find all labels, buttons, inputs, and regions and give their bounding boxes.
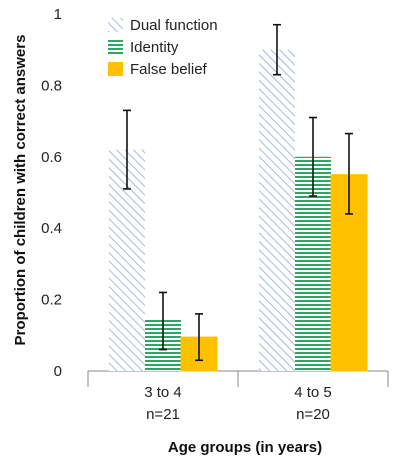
axes: 0 0.2 0.4 0.6 0.8 1 3 to 4 n=21 4 to 5 n=20 [41, 6, 389, 423]
legend-swatch [108, 40, 123, 54]
legend: Dual function Identity False belief [108, 17, 218, 78]
x-category-n-label: n=20 [296, 406, 330, 423]
legend-label: Dual function [130, 17, 218, 34]
x-axis-title: Age groups (in years) [168, 439, 322, 456]
y-tick-label: 0.2 [41, 292, 62, 309]
legend-swatch [108, 62, 123, 76]
x-category-label: 4 to 5 [294, 384, 332, 401]
y-tick-label: 1 [54, 6, 62, 23]
error-bars [123, 23, 353, 362]
y-tick-label: 0.8 [41, 77, 62, 94]
x-category-n-label: n=21 [146, 406, 180, 423]
bars [109, 49, 368, 372]
y-axis-title: Proportion of children with correct answ… [12, 35, 29, 346]
y-tick-label: 0.6 [41, 149, 62, 166]
y-tick-label: 0.4 [41, 220, 62, 237]
x-category-label: 3 to 4 [144, 384, 182, 401]
legend-label: Identity [130, 39, 179, 56]
legend-swatch [108, 18, 123, 32]
bar [259, 49, 295, 371]
y-tick-label: 0 [54, 363, 62, 380]
legend-label: False belief [130, 61, 208, 78]
